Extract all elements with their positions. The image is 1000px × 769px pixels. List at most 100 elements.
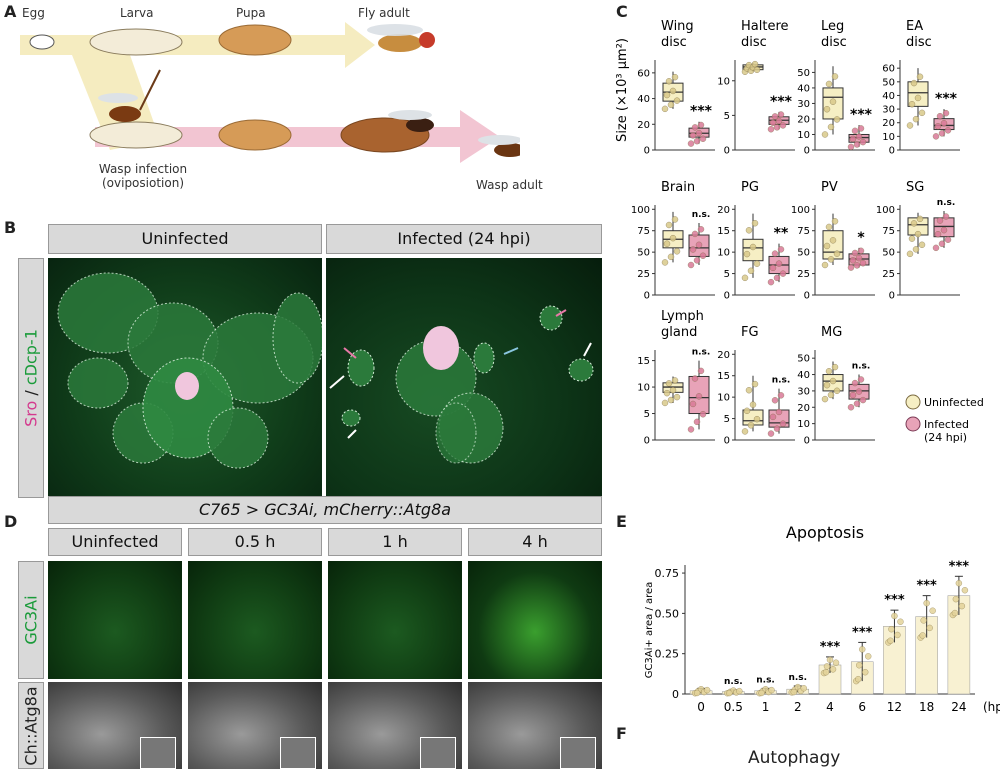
e-point-7-2 [923,599,930,607]
gc3ai-tile-0 [48,561,182,679]
c-yticklabel-5-2: 10 [717,248,730,259]
c-title-2-1: disc [821,35,847,50]
panel-letter-c: C [616,2,628,21]
c-point-uninfected-10-4 [829,377,837,385]
c-point-infected-0-3 [693,137,701,145]
c-title-7-0: SG [906,180,924,195]
e-point-5-2 [859,646,866,653]
c-yticklabel-8-0: 0 [644,436,650,447]
e-point-7-5 [919,632,926,639]
e-yticklabel-2: 0.50 [655,607,680,620]
c-point-infected-2-4 [855,133,863,140]
c-yticklabel-2-0: 0 [804,146,810,157]
fly-arrow [20,22,375,68]
gc3ai-tile-2 [328,561,462,679]
gc3ai-tile-3 [468,561,602,679]
e-ylabel: GC3Ai+ area / area [644,582,655,679]
stage-larva: Larva [120,6,154,20]
c-point-infected-0-6 [699,135,707,142]
c-yticklabel-10-0: 0 [804,436,810,447]
c-yticklabel-6-0: 0 [804,291,810,302]
e-point-1-5 [726,689,733,697]
atg8a-inset-0 [140,737,176,769]
c-yticklabel-5-3: 15 [717,226,730,237]
c-point-infected-4-6 [699,252,707,259]
stain-label: Sro / cDcp-1 [18,258,44,498]
c-point-uninfected-10-5 [831,363,839,371]
c-point-infected-10-4 [855,388,863,395]
e-yticklabel-1: 0.25 [655,648,680,661]
stage-pupa: Pupa [236,6,266,20]
c-point-uninfected-1-5 [751,60,759,68]
e-title: Apoptosis [786,523,864,542]
c-yticklabel-0-3: 60 [637,68,650,79]
c-point-uninfected-10-0 [821,395,829,403]
c-sig-1: *** [770,94,793,110]
c-yticklabel-10-2: 20 [797,403,810,414]
c-point-infected-2-3 [853,141,861,148]
c-point-infected-2-1 [849,135,857,143]
c-yticklabel-7-4: 100 [876,205,895,216]
legend-uninfected-swatch [905,394,921,410]
e-point-2-5 [758,689,765,697]
e-point-7-3 [926,624,933,632]
c-title-1-0: Haltere [741,19,789,34]
c-title-9-0: FG [741,325,759,340]
c-point-uninfected-6-2 [825,223,833,231]
c-point-uninfected-2-6 [833,116,841,123]
panel-letter-f: F [616,724,627,743]
c-point-uninfected-5-6 [753,260,761,267]
c-point-uninfected-0-1 [663,91,671,99]
panel-letter-a: A [4,2,17,21]
c-yticklabel-8-1: 5 [644,409,650,420]
c-point-uninfected-9-3 [747,422,755,429]
c-point-uninfected-0-2 [665,78,673,85]
e-point-6-5 [887,637,894,644]
e-xticklabel-4: 4 [826,700,834,714]
c-point-uninfected-6-4 [829,237,837,244]
e-point-6-3 [894,631,901,639]
header-uninfected: Uninfected [48,224,322,254]
c-yticklabel-3-3: 30 [882,105,895,116]
c-point-infected-4-5 [697,226,705,233]
c-point-infected-6-3 [853,262,861,269]
c-sig-10: n.s. [852,362,871,372]
c-point-infected-8-5 [697,367,705,375]
c-point-infected-1-5 [777,111,785,118]
e-sig-3: n.s. [788,673,807,683]
c-point-infected-2-2 [851,127,859,135]
c-point-uninfected-2-3 [827,123,835,131]
e-xticklabel-1: 0.5 [724,700,743,714]
c-point-uninfected-5-3 [747,267,755,274]
c-point-uninfected-10-2 [825,368,833,375]
e-point-4-4 [832,659,840,666]
e-xticklabel-3: 2 [794,700,802,714]
c-point-uninfected-4-3 [667,253,675,261]
c-title-4-0: Brain [661,180,695,195]
gc3ai-tile-1 [188,561,322,679]
organ-size-boxplots: Size (×10³ μm²)Wingdisc0204060***Haltere… [615,19,984,447]
c-point-infected-7-3 [938,240,946,248]
c-point-infected-5-1 [769,264,777,272]
c-point-uninfected-6-5 [831,218,839,225]
e-sig-1: n.s. [724,677,743,687]
legend-infected-label: Infected [924,418,969,431]
e-point-3-4 [800,685,807,692]
c-point-infected-9-3 [773,425,781,432]
c-yticklabel-2-3: 30 [797,99,810,110]
c-point-infected-2-6 [859,138,867,146]
egg-icon [29,34,55,50]
c-point-infected-0-1 [689,132,697,139]
e-point-4-5 [822,669,830,676]
c-point-uninfected-8-5 [671,377,679,384]
c-title-1-1: disc [741,35,767,50]
e-xticklabel-0: 0 [697,700,705,714]
e-sig-4: *** [820,640,841,655]
e-sig-7: *** [916,579,937,594]
fly-adult-icon [367,24,435,52]
c-point-uninfected-10-6 [833,387,841,395]
c-point-infected-9-0 [767,430,775,437]
c-point-infected-3-1 [934,123,942,130]
c-sig-9: n.s. [772,376,791,386]
infection-caption-line1: Wasp infection [98,162,188,176]
